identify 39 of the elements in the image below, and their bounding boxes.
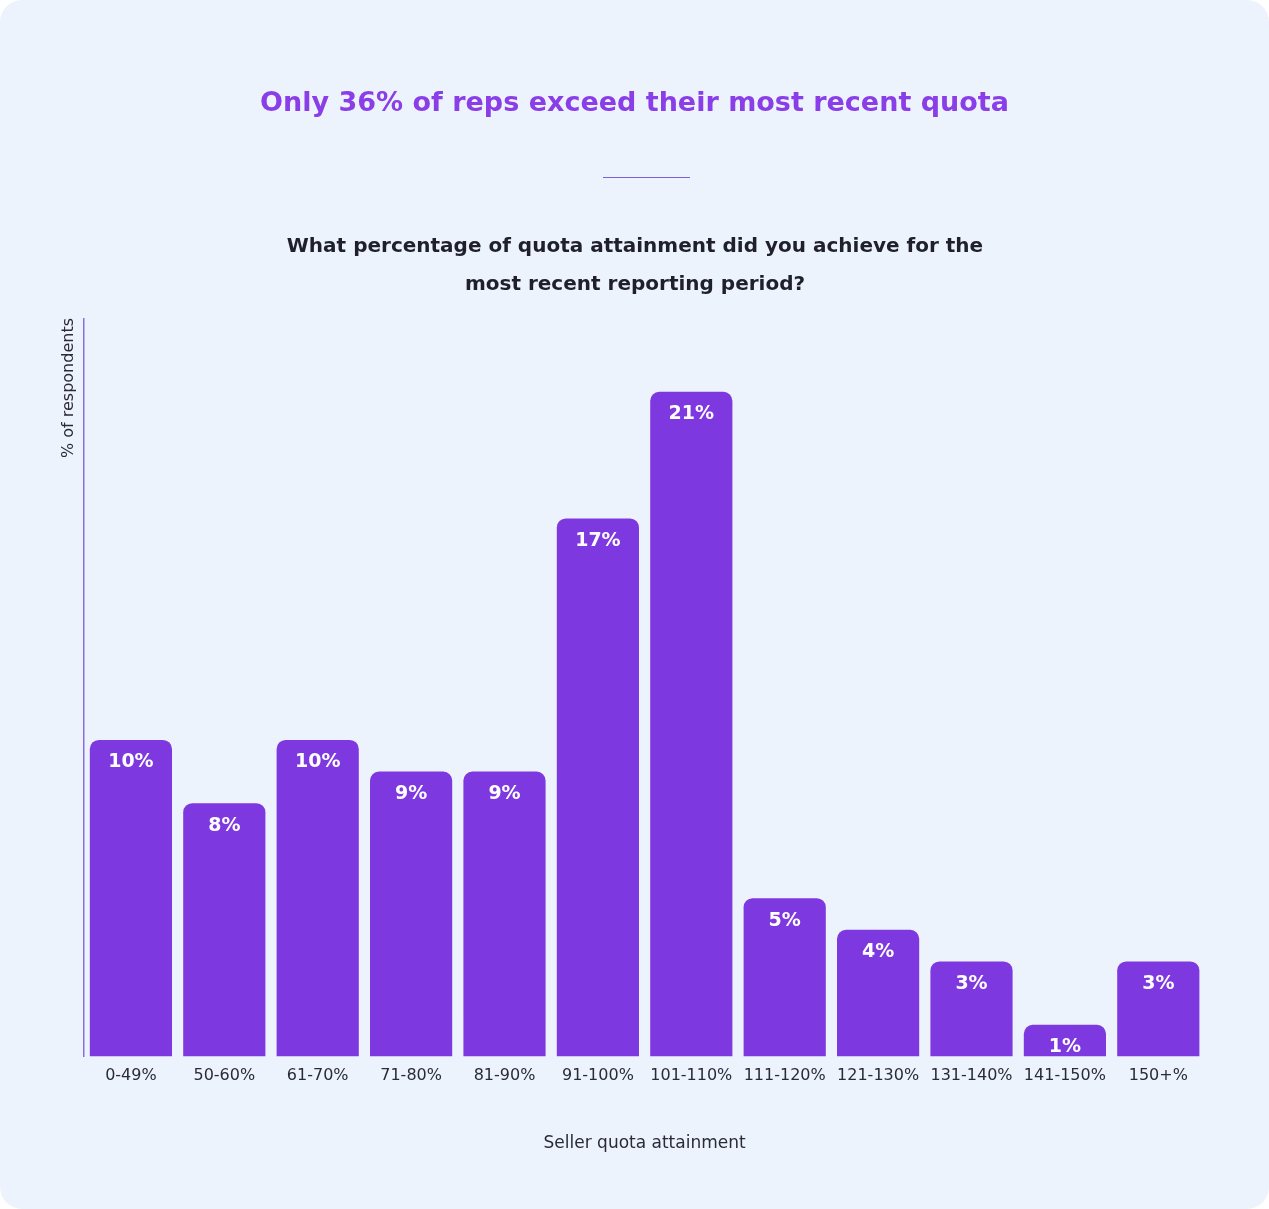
data-label: 9% bbox=[488, 781, 521, 804]
data-label: 8% bbox=[208, 812, 241, 835]
bar bbox=[650, 391, 733, 1057]
x-tick-label: 121-130% bbox=[837, 1065, 920, 1085]
data-label: 4% bbox=[861, 939, 895, 962]
x-tick-label: 91-100% bbox=[561, 1065, 634, 1085]
x-axis-title: Seller quota attainment bbox=[543, 1132, 746, 1153]
bar bbox=[463, 771, 546, 1057]
x-tick-label: 150+% bbox=[1128, 1065, 1188, 1085]
data-label: 17% bbox=[575, 527, 621, 550]
bar bbox=[837, 929, 920, 1057]
x-tick-label: 131-140% bbox=[930, 1065, 1013, 1085]
data-label: 5% bbox=[768, 907, 801, 930]
bar bbox=[930, 961, 1013, 1057]
data-label: 3% bbox=[955, 970, 988, 993]
x-tick-label: 111-120% bbox=[743, 1065, 826, 1085]
y-axis-title: % of respondents bbox=[57, 318, 77, 459]
x-tick-label: 141-150% bbox=[1023, 1065, 1106, 1085]
data-label: 10% bbox=[108, 749, 154, 772]
bar bbox=[556, 518, 639, 1057]
data-label: 10% bbox=[294, 749, 341, 772]
bar bbox=[370, 771, 453, 1057]
chart-title: Only 36% of reps exceed their most recent quota bbox=[259, 86, 1010, 117]
x-tick-label: 81-90% bbox=[473, 1065, 536, 1085]
x-tick-label: 71-80% bbox=[380, 1065, 442, 1085]
bar bbox=[1117, 961, 1200, 1057]
data-label: 9% bbox=[394, 781, 428, 804]
x-tick-label: 101-110% bbox=[650, 1065, 733, 1085]
data-label: 3% bbox=[1142, 970, 1175, 993]
chart-subtitle: What percentage of quota attainment did you achieve for the most recent reporting period? bbox=[285, 232, 985, 297]
data-label: 1% bbox=[1048, 1034, 1082, 1057]
data-label: 21% bbox=[668, 401, 715, 424]
x-tick-label: 0-49% bbox=[105, 1065, 157, 1085]
bar bbox=[89, 739, 172, 1057]
bar bbox=[276, 739, 359, 1057]
bar bbox=[183, 803, 266, 1057]
x-tick-label: 61-70% bbox=[286, 1065, 349, 1085]
x-tick-label: 50-60% bbox=[193, 1065, 256, 1085]
bar bbox=[743, 898, 826, 1057]
